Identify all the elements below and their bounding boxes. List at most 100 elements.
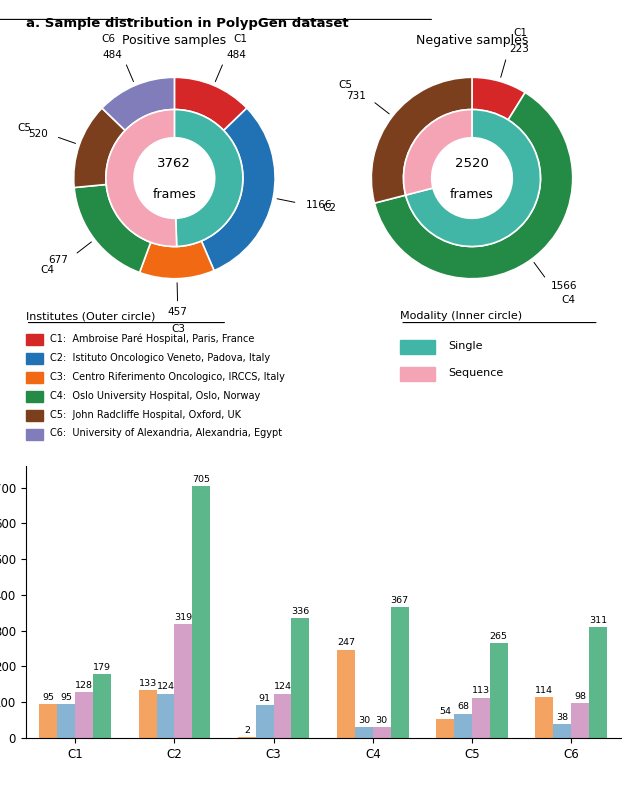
Wedge shape (102, 77, 174, 130)
FancyBboxPatch shape (26, 429, 43, 440)
Wedge shape (406, 110, 541, 246)
Bar (256, 706, 273, 738)
Bar (337, 650, 355, 738)
Title: Negative samples: Negative samples (416, 34, 528, 47)
Wedge shape (403, 110, 472, 195)
Text: 38: 38 (556, 714, 568, 722)
Text: C1: C1 (234, 34, 248, 44)
Wedge shape (174, 110, 243, 246)
Wedge shape (140, 241, 214, 279)
Text: 484: 484 (227, 49, 246, 60)
Text: C5:  John Radcliffe Hospital, Oxford, UK: C5: John Radcliffe Hospital, Oxford, UK (50, 410, 241, 419)
FancyBboxPatch shape (26, 410, 43, 421)
Text: 30: 30 (358, 716, 370, 725)
Text: frames: frames (450, 188, 494, 201)
Text: C4: C4 (561, 295, 575, 305)
Bar (291, 618, 309, 738)
Bar (589, 626, 607, 738)
FancyBboxPatch shape (26, 334, 43, 345)
Text: C2:  Istituto Oncologico Veneto, Padova, Italy: C2: Istituto Oncologico Veneto, Padova, … (50, 352, 270, 363)
FancyBboxPatch shape (400, 340, 435, 355)
Text: 731: 731 (346, 91, 366, 101)
Bar (58, 704, 76, 738)
Text: Sequence: Sequence (449, 368, 504, 378)
Text: 367: 367 (390, 596, 409, 604)
Text: Modality (Inner circle): Modality (Inner circle) (400, 312, 522, 321)
Text: C1:  Ambroise Paré Hospital, Paris, France: C1: Ambroise Paré Hospital, Paris, Franc… (50, 334, 255, 344)
Wedge shape (74, 184, 150, 272)
Text: 319: 319 (174, 613, 193, 622)
Text: 265: 265 (490, 632, 508, 641)
Text: 677: 677 (49, 254, 68, 265)
Text: 124: 124 (273, 682, 292, 692)
Bar (93, 674, 111, 738)
Text: 520: 520 (28, 129, 48, 139)
Text: b. Annotated size-based polyp counts: b. Annotated size-based polyp counts (26, 469, 308, 481)
Bar (436, 718, 454, 738)
Bar (355, 727, 372, 738)
Text: C5: C5 (18, 123, 32, 133)
FancyBboxPatch shape (26, 391, 43, 402)
FancyBboxPatch shape (26, 352, 43, 363)
Text: 3762: 3762 (157, 157, 191, 170)
Text: 54: 54 (439, 707, 451, 717)
Wedge shape (371, 77, 472, 203)
Text: C6: C6 (101, 34, 115, 44)
Text: 68: 68 (457, 703, 469, 711)
Text: 124: 124 (156, 682, 175, 692)
Text: C3: C3 (172, 324, 186, 334)
Text: 484: 484 (102, 49, 122, 60)
Text: C3:  Centro Riferimento Oncologico, IRCCS, Italy: C3: Centro Riferimento Oncologico, IRCCS… (50, 371, 285, 382)
Text: 336: 336 (291, 607, 310, 615)
Text: C2: C2 (323, 203, 337, 213)
Text: C6:  University of Alexandria, Alexandria, Egypt: C6: University of Alexandria, Alexandria… (50, 429, 282, 439)
Bar (76, 692, 93, 738)
Text: Single: Single (449, 341, 483, 351)
Text: 133: 133 (138, 679, 157, 688)
Text: 95: 95 (60, 693, 72, 702)
Text: frames: frames (152, 188, 196, 201)
Text: 91: 91 (259, 694, 271, 703)
Text: 457: 457 (168, 307, 188, 317)
Text: 247: 247 (337, 638, 355, 648)
Text: C4:  Oslo University Hospital, Oslo, Norway: C4: Oslo University Hospital, Oslo, Norw… (50, 390, 260, 400)
Text: 705: 705 (192, 475, 210, 484)
Wedge shape (374, 93, 573, 279)
Bar (390, 607, 408, 738)
Bar (454, 714, 472, 738)
Bar (472, 698, 490, 738)
Bar (157, 694, 174, 738)
Bar (40, 704, 58, 738)
Bar (372, 727, 390, 738)
Bar (554, 725, 571, 738)
Bar (139, 690, 157, 738)
Text: 2: 2 (244, 726, 250, 735)
Wedge shape (74, 108, 125, 188)
Text: 179: 179 (93, 663, 111, 672)
Text: 30: 30 (376, 716, 388, 725)
Wedge shape (202, 108, 275, 271)
Bar (192, 486, 210, 738)
Bar (536, 697, 554, 738)
Text: 113: 113 (472, 686, 490, 696)
Bar (571, 703, 589, 738)
Wedge shape (106, 110, 177, 246)
Text: 1166: 1166 (306, 199, 332, 210)
Text: 223: 223 (509, 44, 529, 54)
Text: a. Sample distribution in PolypGen dataset: a. Sample distribution in PolypGen datas… (26, 17, 348, 31)
Text: 128: 128 (75, 681, 93, 690)
Text: 1566: 1566 (551, 281, 578, 291)
FancyBboxPatch shape (400, 367, 435, 382)
Text: C4: C4 (41, 265, 54, 276)
FancyBboxPatch shape (26, 371, 43, 382)
Text: C1: C1 (513, 27, 527, 38)
Wedge shape (472, 77, 525, 120)
Text: 114: 114 (536, 686, 554, 695)
Text: C5: C5 (339, 81, 353, 90)
Text: 95: 95 (42, 693, 54, 702)
Bar (490, 643, 508, 738)
Text: Institutes (Outer circle): Institutes (Outer circle) (26, 312, 155, 321)
Text: 2520: 2520 (455, 157, 489, 170)
Bar (174, 624, 192, 738)
Text: 311: 311 (589, 615, 607, 625)
